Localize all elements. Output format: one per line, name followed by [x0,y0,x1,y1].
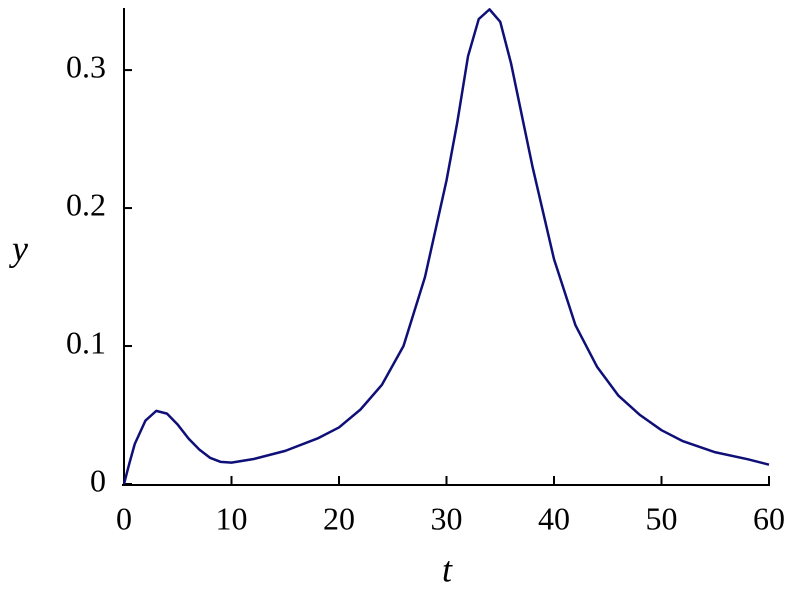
y-axis-title: y [9,228,28,268]
y-tick-label: 0.3 [66,48,106,84]
x-tick-label: 40 [538,500,570,536]
x-axis-title: t [442,549,453,589]
x-tick-label: 60 [753,500,785,536]
x-tick-label: 30 [431,500,463,536]
x-tick-label: 0 [116,500,132,536]
data-line [122,8,770,485]
x-tick-label: 20 [323,500,355,536]
y-tick-label: 0 [90,462,106,498]
y-tick-label: 0.2 [66,186,106,222]
x-tick-label: 50 [646,500,678,536]
y-tick-label: 0.1 [66,324,106,360]
x-tick-label: 10 [216,500,248,536]
